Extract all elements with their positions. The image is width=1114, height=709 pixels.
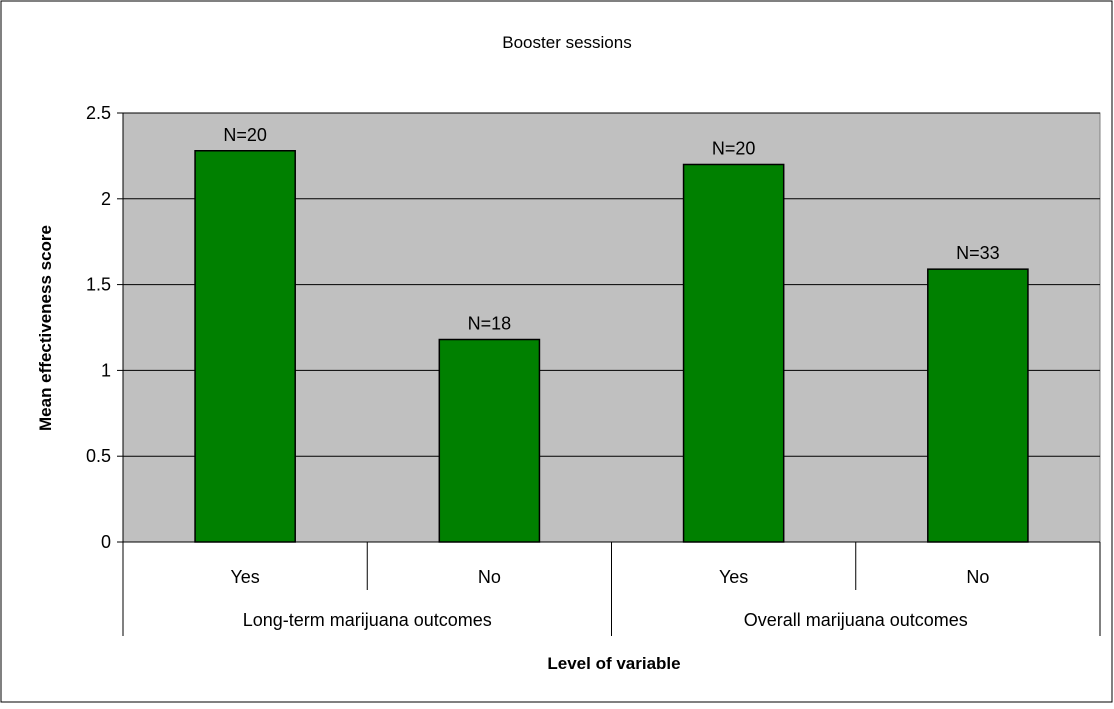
y-axis-title: Mean effectiveness score — [36, 225, 55, 431]
y-tick-label: 0 — [101, 532, 111, 552]
chart-title: Booster sessions — [502, 33, 631, 52]
data-label: N=20 — [223, 125, 267, 145]
bar — [194, 150, 296, 543]
y-tick-label: 2 — [101, 189, 111, 209]
x-group-label: Overall marijuana outcomes — [744, 610, 968, 630]
y-tick-label: 2.5 — [86, 103, 111, 123]
plot-area: 0 0.5 1 1.5 2 2.5 N=20 Yes N=18 No N=20 Yes N=33 No Lo… — [86, 103, 1101, 636]
data-label: N=20 — [712, 138, 756, 158]
bar — [438, 338, 541, 543]
y-tick-label: 0.5 — [86, 446, 111, 466]
x-axis-title: Level of variable — [547, 654, 680, 673]
x-category-label: No — [478, 567, 501, 587]
x-category-label: No — [966, 567, 989, 587]
x-category-label: Yes — [230, 567, 259, 587]
bar — [927, 268, 1029, 543]
data-label: N=33 — [956, 243, 1000, 263]
bar — [682, 163, 785, 543]
y-tick-label: 1 — [101, 360, 111, 380]
x-category-label: Yes — [719, 567, 748, 587]
y-tick-label: 1.5 — [86, 275, 111, 295]
data-label: N=18 — [468, 314, 512, 334]
x-group-label: Long-term marijuana outcomes — [243, 610, 492, 630]
